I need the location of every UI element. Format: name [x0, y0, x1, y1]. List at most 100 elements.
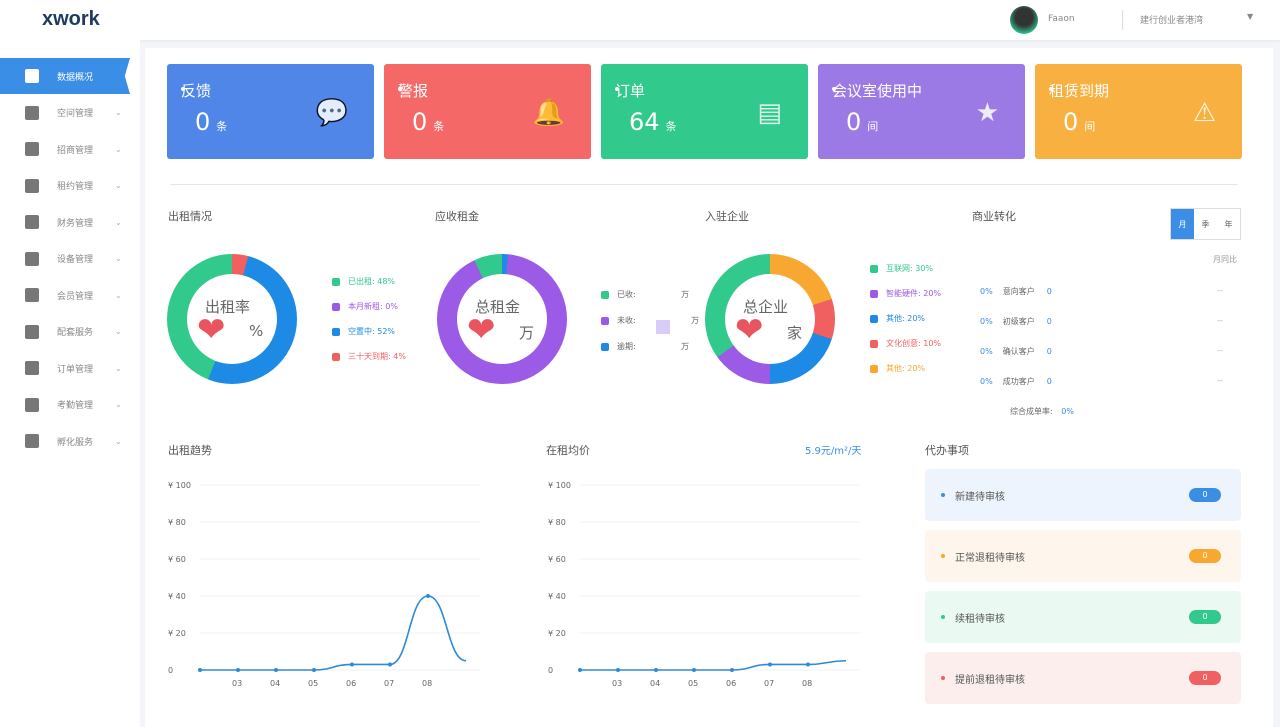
sidebar-item[interactable]: 订单管理 ⌄	[0, 350, 130, 386]
x-tick-label: 04	[650, 679, 660, 688]
rent-center-label: 总租金	[475, 298, 521, 316]
data-point[interactable]	[616, 668, 620, 672]
tab-month[interactable]: 月	[1171, 209, 1194, 239]
data-point[interactable]	[806, 662, 810, 667]
conversion-label: 初级客户	[1002, 317, 1035, 326]
y-tick-label: ¥ 100	[548, 481, 571, 490]
legend-swatch	[870, 314, 878, 323]
chevron-down-icon[interactable]: ▼	[1247, 12, 1254, 21]
todo-count-badge: 0	[1189, 488, 1221, 502]
series-line	[580, 659, 847, 671]
stat-card[interactable]: 订单 64 条 ▤	[601, 64, 808, 159]
conversion-pct: 0%	[980, 287, 993, 296]
sidebar-item[interactable]: 租约管理 ⌄	[0, 168, 130, 204]
data-point[interactable]	[198, 668, 202, 672]
divider	[170, 184, 1238, 185]
tab-year[interactable]: 年	[1224, 219, 1233, 229]
sidebar-item[interactable]: 财务管理 ⌄	[0, 204, 130, 240]
legend-item: 其他: 20%	[870, 363, 925, 374]
sidebar-item[interactable]: 设备管理 ⌄	[0, 241, 130, 277]
conversion-change: --	[1217, 376, 1223, 385]
conversion-row: 0% 成功客户 0 --	[980, 376, 1230, 387]
chevron-down-icon: ⌄	[115, 363, 122, 373]
occupancy-title: 出租情况	[168, 210, 212, 223]
stat-card[interactable]: 警报 0 条 🔔	[384, 64, 591, 159]
sidebar-item[interactable]: 配套服务 ⌄	[0, 314, 130, 350]
todo-item[interactable]: 续租待审核 0	[925, 591, 1241, 643]
sidebar-item-label: 会员管理	[57, 291, 94, 302]
card-number: 0	[195, 108, 211, 136]
data-point[interactable]	[768, 662, 772, 667]
bullet	[398, 87, 402, 91]
todo-label: 正常退租待审核	[955, 552, 1025, 564]
stat-card[interactable]: 反馈 0 条 💬	[167, 64, 374, 159]
card-title: 反馈	[181, 82, 212, 100]
sidebar-item[interactable]: 空间管理 ⌄	[0, 95, 130, 131]
data-point[interactable]	[654, 668, 658, 672]
trend-chart: 0 ¥ 20 ¥ 40 ¥ 60 ¥ 80 ¥ 100 03 04 05 06 07 08	[168, 481, 480, 688]
card-title: 租赁到期	[1049, 82, 1110, 100]
sidebar-item-label: 孵化服务	[57, 437, 94, 448]
data-point[interactable]	[274, 668, 278, 672]
y-tick-label: ¥ 40	[548, 592, 566, 601]
y-tick-label: ¥ 80	[548, 518, 566, 527]
logo[interactable]: xwork	[42, 8, 100, 30]
sidebar-item[interactable]: 孵化服务 ⌄	[0, 423, 130, 459]
x-tick-label: 06	[346, 679, 356, 688]
data-point[interactable]	[730, 668, 734, 672]
sidebar-item-label: 数据概况	[57, 72, 94, 83]
data-point[interactable]	[578, 668, 582, 672]
price-chart: 0 ¥ 20 ¥ 40 ¥ 60 ¥ 80 ¥ 100 03 04 05 06 07 08	[548, 481, 860, 688]
chevron-down-icon: ⌄	[115, 290, 122, 300]
avatar[interactable]	[1010, 6, 1038, 34]
heart-sticker-icon: ❤	[197, 310, 226, 350]
data-point[interactable]	[388, 662, 392, 667]
companies-title: 入驻企业	[705, 210, 749, 223]
legend-unit: 万	[681, 342, 689, 351]
data-point[interactable]	[312, 668, 316, 672]
stat-card[interactable]: 会议室使用中 0 间 ★	[818, 64, 1025, 159]
chevron-down-icon: ⌄	[115, 217, 122, 227]
org-selector[interactable]: 建行创业者港湾	[1140, 16, 1204, 26]
stat-card[interactable]: 租赁到期 0 间 ⚠	[1035, 64, 1242, 159]
conversion-row: 0% 意向客户 0 --	[980, 286, 1230, 297]
y-tick-label: ¥ 100	[168, 481, 191, 490]
sidebar-item-label: 配套服务	[57, 328, 94, 338]
document-icon: ▤	[757, 98, 782, 128]
sidebar-item[interactable]: 会员管理 ⌄	[0, 277, 130, 313]
menu-icon	[25, 215, 39, 229]
bullet	[832, 87, 836, 91]
data-point[interactable]	[692, 668, 696, 672]
conversion-label: 意向客户	[1002, 287, 1035, 296]
data-point[interactable]	[426, 594, 430, 598]
legend-item: 三十天到期: 4%	[332, 351, 406, 362]
legend-label: 文化创意: 10%	[886, 339, 942, 348]
chat-icon: 💬	[315, 98, 348, 128]
chevron-down-icon: ⌄	[115, 254, 122, 263]
todo-item[interactable]: 提前退租待审核 0	[925, 652, 1241, 704]
legend-swatch	[332, 327, 340, 336]
username[interactable]: Faaon	[1048, 14, 1075, 24]
todo-item[interactable]: 新建待审核 0	[925, 469, 1241, 521]
sidebar-item[interactable]: 考勤管理 ⌄	[0, 387, 130, 423]
heart-sticker-icon: ❤	[735, 310, 764, 350]
todo-item[interactable]: 正常退租待审核 0	[925, 530, 1241, 582]
y-tick-label: ¥ 80	[168, 518, 186, 527]
sidebar-item-label: 租约管理	[57, 182, 94, 192]
legend-swatch	[601, 290, 609, 299]
legend-unit: 万	[681, 290, 689, 299]
price-value: 5.9元/m²/天	[805, 446, 862, 457]
sidebar-item[interactable]: 招商管理 ⌄	[0, 131, 130, 167]
tab-quarter[interactable]: 季	[1201, 219, 1210, 229]
sidebar-item[interactable]: 数据概况	[0, 58, 130, 94]
placeholder-swatch	[656, 320, 670, 334]
conversion-title: 商业转化	[972, 210, 1016, 223]
data-point[interactable]	[350, 662, 354, 667]
bullet	[181, 87, 185, 91]
card-title: 警报	[398, 82, 429, 100]
companies-center-unit: 家	[787, 324, 803, 342]
menu-icon	[25, 142, 39, 156]
data-point[interactable]	[236, 668, 240, 672]
